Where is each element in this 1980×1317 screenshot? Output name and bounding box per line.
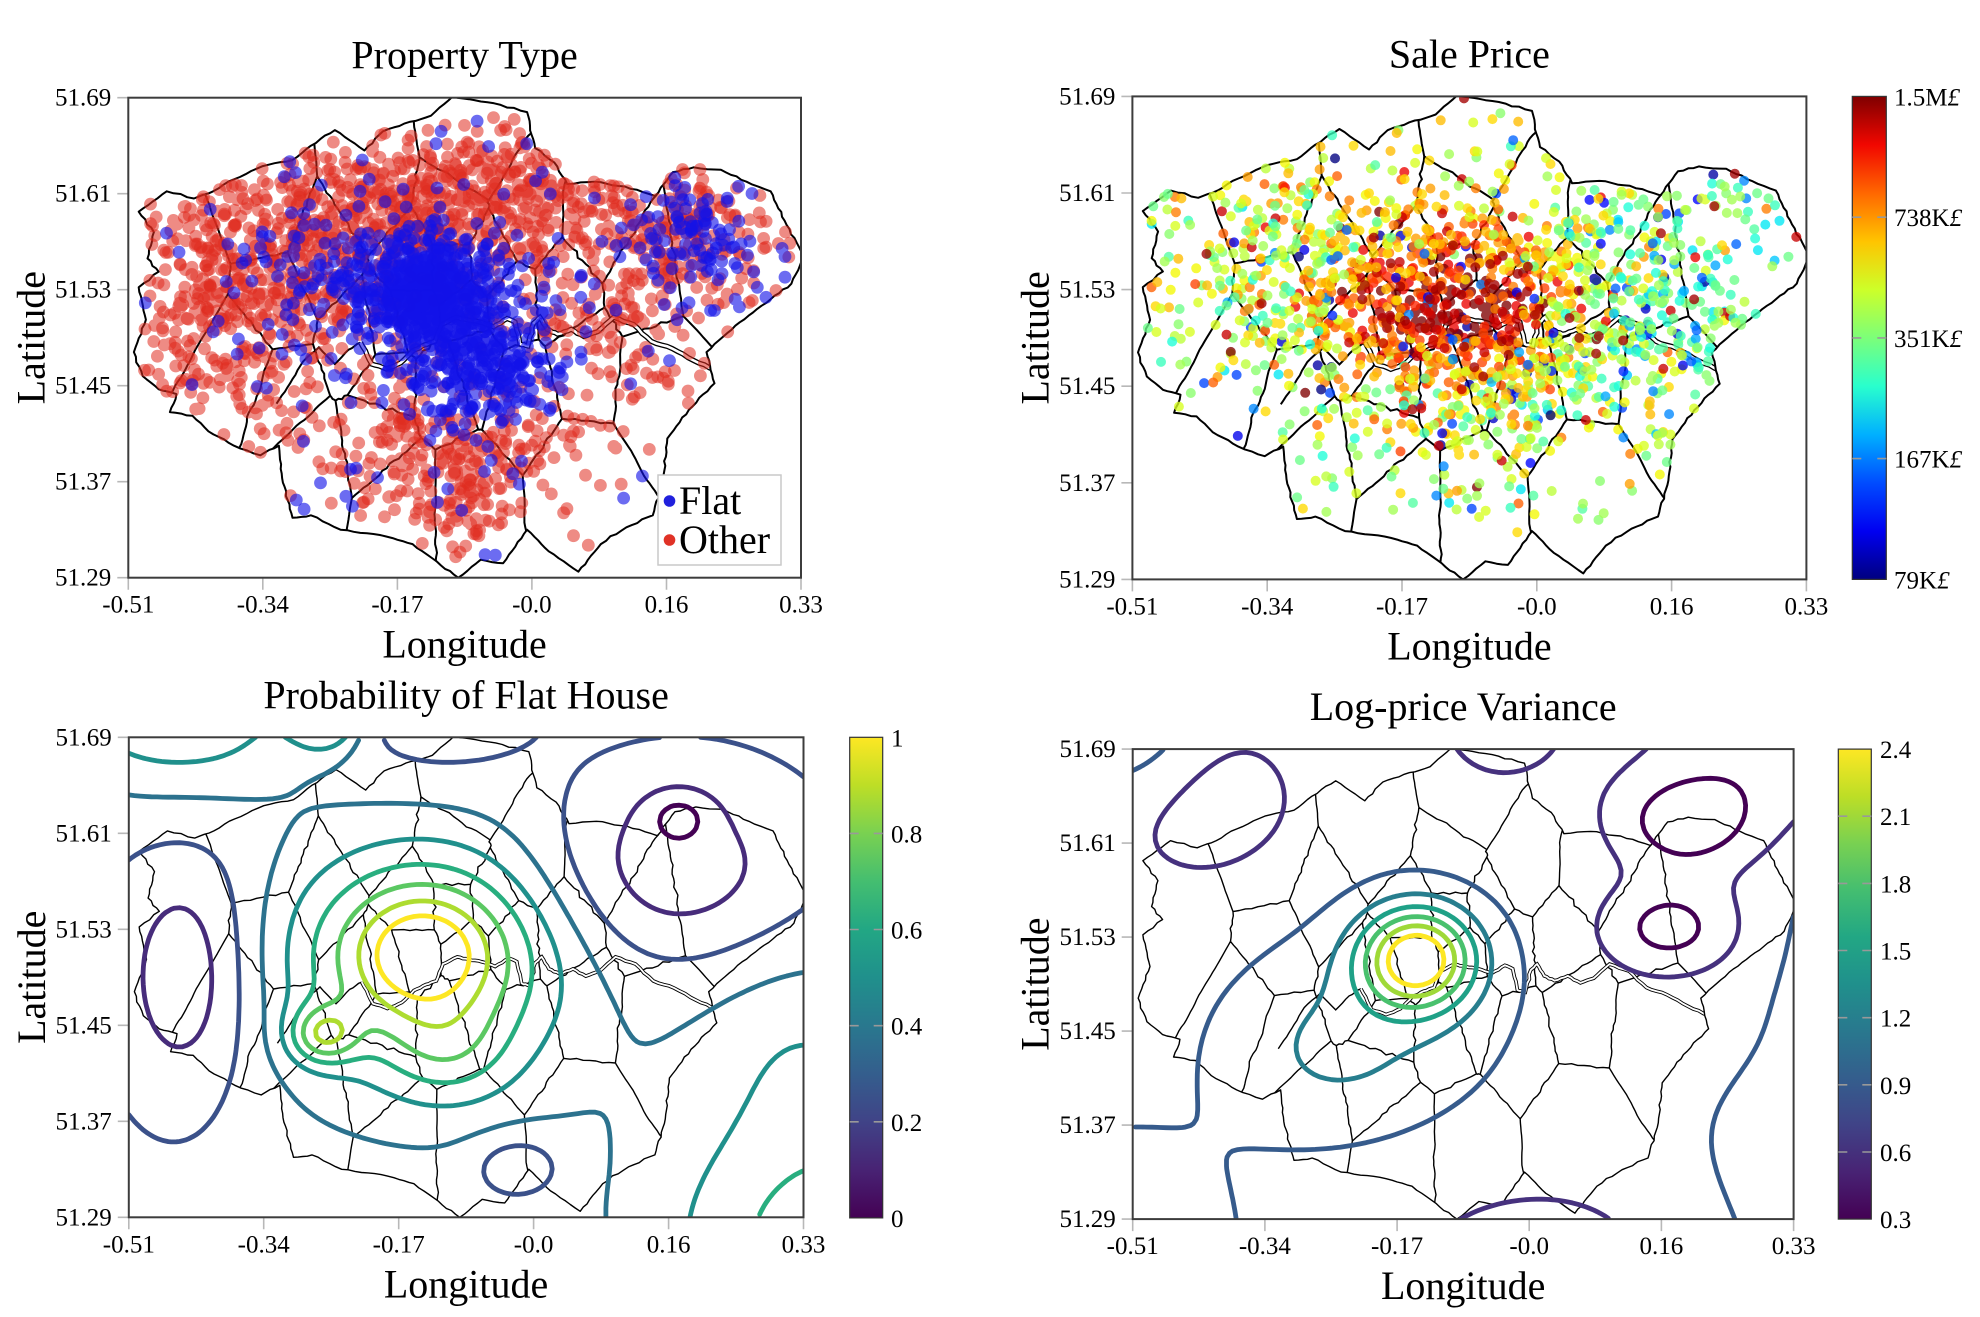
svg-text:2.4: 2.4	[1880, 737, 1912, 764]
svg-text:1: 1	[891, 725, 904, 752]
svg-text:51.45: 51.45	[56, 1012, 112, 1039]
svg-text:51.61: 51.61	[1059, 830, 1115, 857]
svg-text:Longitude: Longitude	[384, 1261, 548, 1306]
svg-text:51.29: 51.29	[55, 565, 111, 592]
svg-text:51.37: 51.37	[1059, 1112, 1115, 1139]
svg-text:51.29: 51.29	[56, 1204, 112, 1231]
svg-text:-0.51: -0.51	[102, 592, 154, 619]
svg-text:-0.0: -0.0	[1517, 593, 1557, 620]
svg-text:-0.34: -0.34	[1239, 1233, 1292, 1260]
svg-text:51.53: 51.53	[56, 916, 112, 943]
svg-text:1.5M£: 1.5M£	[1894, 84, 1960, 111]
svg-text:-0.17: -0.17	[1376, 593, 1428, 620]
svg-text:Longitude: Longitude	[1381, 1263, 1545, 1308]
svg-text:51.37: 51.37	[55, 469, 111, 496]
svg-text:0.33: 0.33	[1785, 593, 1829, 620]
svg-text:51.29: 51.29	[1059, 1206, 1115, 1233]
svg-text:-0.0: -0.0	[1509, 1233, 1549, 1260]
svg-text:-0.0: -0.0	[512, 592, 552, 619]
svg-text:Latitude: Latitude	[8, 271, 53, 404]
svg-text:0.33: 0.33	[1772, 1233, 1816, 1260]
svg-text:-0.34: -0.34	[1241, 593, 1294, 620]
svg-text:0.33: 0.33	[779, 592, 823, 619]
svg-text:0.16: 0.16	[647, 1231, 691, 1258]
svg-text:51.45: 51.45	[1059, 1018, 1115, 1045]
svg-text:51.69: 51.69	[55, 85, 111, 112]
svg-text:Latitude: Latitude	[1012, 271, 1057, 404]
svg-text:-0.17: -0.17	[373, 1231, 425, 1258]
svg-text:0.4: 0.4	[891, 1014, 923, 1041]
svg-text:167K£: 167K£	[1894, 447, 1963, 474]
svg-text:Longitude: Longitude	[382, 622, 546, 667]
svg-text:1.5: 1.5	[1880, 939, 1911, 966]
svg-text:Sale Price: Sale Price	[1389, 31, 1550, 76]
svg-text:351K£: 351K£	[1894, 326, 1963, 353]
svg-text:0.3: 0.3	[1880, 1207, 1911, 1234]
svg-text:51.53: 51.53	[1059, 277, 1115, 304]
svg-text:0.16: 0.16	[645, 592, 689, 619]
svg-text:Other: Other	[679, 517, 770, 562]
svg-text:Longitude: Longitude	[1387, 623, 1551, 668]
svg-text:0.9: 0.9	[1880, 1073, 1911, 1100]
svg-text:-0.51: -0.51	[1107, 1233, 1159, 1260]
svg-text:2.1: 2.1	[1880, 804, 1911, 831]
svg-text:Log-price Variance: Log-price Variance	[1310, 684, 1617, 729]
svg-text:51.53: 51.53	[55, 277, 111, 304]
svg-text:0.16: 0.16	[1640, 1233, 1684, 1260]
svg-text:51.69: 51.69	[1059, 83, 1115, 110]
svg-text:1.2: 1.2	[1880, 1006, 1911, 1033]
svg-text:1.8: 1.8	[1880, 871, 1911, 898]
svg-text:51.45: 51.45	[55, 373, 111, 400]
svg-text:51.61: 51.61	[56, 820, 112, 847]
svg-text:-0.17: -0.17	[371, 592, 423, 619]
svg-text:-0.51: -0.51	[1106, 593, 1158, 620]
svg-text:Probability of Flat House: Probability of Flat House	[263, 672, 669, 717]
svg-text:51.69: 51.69	[1059, 736, 1115, 763]
svg-text:0.6: 0.6	[891, 918, 922, 945]
svg-text:-0.51: -0.51	[103, 1231, 155, 1258]
svg-text:-0.34: -0.34	[238, 1231, 291, 1258]
svg-text:51.29: 51.29	[1059, 566, 1115, 593]
svg-text:0.2: 0.2	[891, 1110, 922, 1137]
svg-text:51.61: 51.61	[55, 181, 111, 208]
svg-text:-0.17: -0.17	[1371, 1233, 1423, 1260]
svg-text:-0.34: -0.34	[237, 592, 290, 619]
svg-text:Property Type: Property Type	[351, 33, 577, 78]
svg-text:0: 0	[891, 1206, 904, 1233]
svg-text:738K£: 738K£	[1894, 205, 1963, 232]
svg-text:79K£: 79K£	[1894, 567, 1950, 594]
svg-text:Flat: Flat	[679, 478, 741, 523]
svg-text:51.37: 51.37	[1059, 470, 1115, 497]
svg-text:51.69: 51.69	[56, 724, 112, 751]
svg-text:51.45: 51.45	[1059, 373, 1115, 400]
svg-text:51.37: 51.37	[56, 1108, 112, 1135]
svg-text:0.16: 0.16	[1650, 593, 1694, 620]
svg-text:0.33: 0.33	[782, 1231, 826, 1258]
svg-text:-0.0: -0.0	[514, 1231, 554, 1258]
svg-text:Latitude: Latitude	[9, 911, 54, 1044]
svg-text:0.6: 0.6	[1880, 1140, 1911, 1167]
svg-text:51.53: 51.53	[1059, 924, 1115, 951]
svg-text:51.61: 51.61	[1059, 180, 1115, 207]
svg-text:Latitude: Latitude	[1013, 917, 1058, 1050]
svg-text:0.8: 0.8	[891, 821, 922, 848]
